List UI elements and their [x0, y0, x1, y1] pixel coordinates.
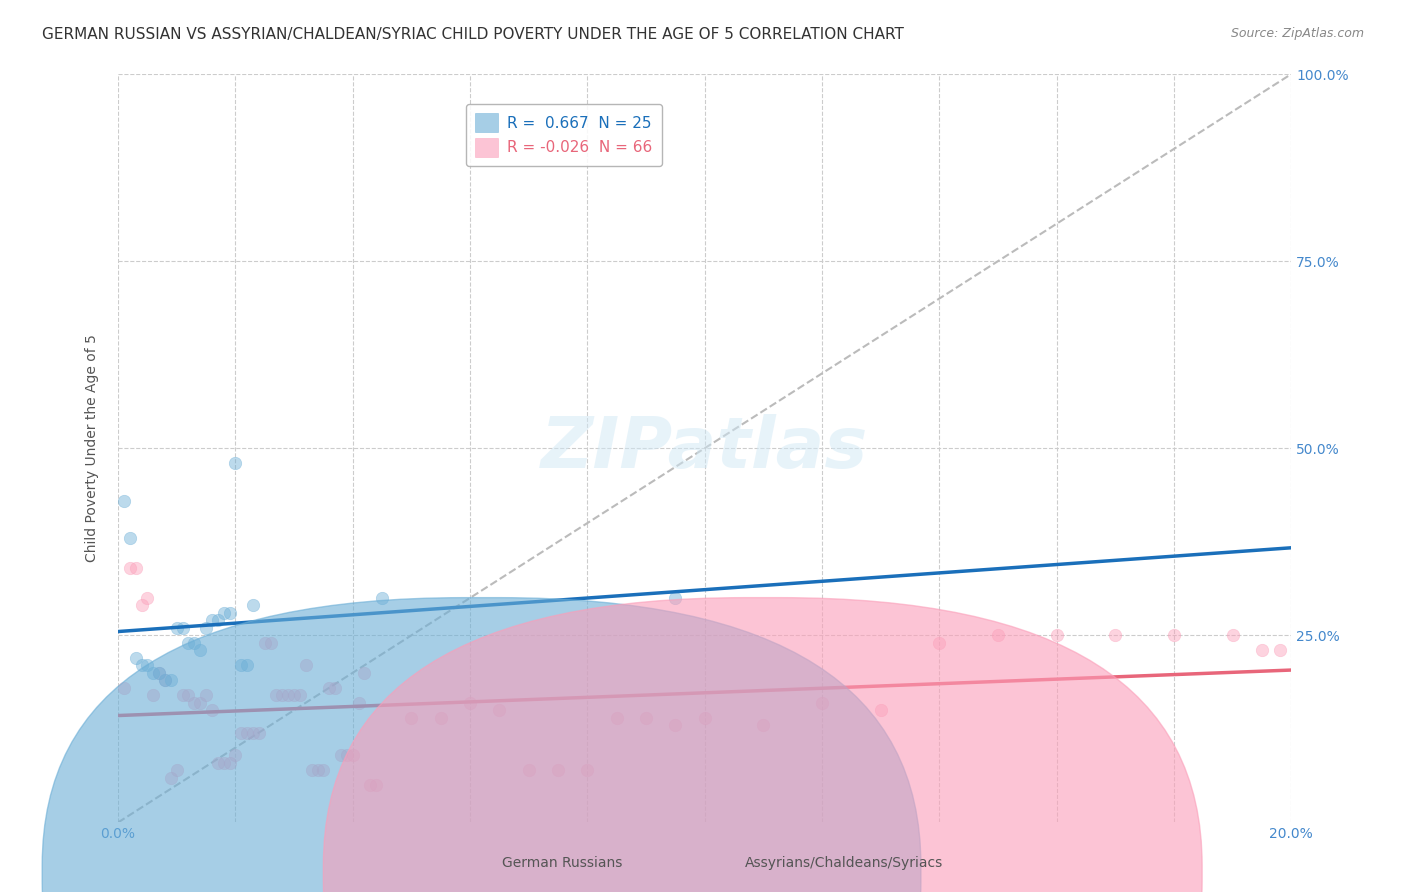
Point	[1046, 628, 1069, 642]
Point	[811, 696, 834, 710]
Point	[142, 688, 165, 702]
Point	[606, 711, 628, 725]
Point	[664, 591, 686, 605]
Point	[188, 696, 211, 710]
Point	[869, 703, 891, 717]
Point	[307, 763, 329, 777]
Point	[330, 748, 353, 763]
Point	[366, 778, 388, 792]
Point	[131, 658, 153, 673]
Point	[1104, 628, 1126, 642]
Point	[401, 711, 423, 725]
Point	[124, 650, 146, 665]
Point	[124, 561, 146, 575]
Point	[259, 636, 281, 650]
Point	[517, 763, 540, 777]
Point	[112, 493, 135, 508]
Point	[318, 681, 340, 695]
Point	[118, 531, 141, 545]
Point	[347, 696, 370, 710]
Legend: R =  0.667  N = 25, R = -0.026  N = 66: R = 0.667 N = 25, R = -0.026 N = 66	[465, 104, 662, 166]
Point	[118, 561, 141, 575]
Point	[224, 748, 246, 763]
Point	[283, 688, 305, 702]
Point	[172, 688, 194, 702]
Point	[177, 636, 200, 650]
Point	[236, 725, 259, 739]
Point	[224, 456, 246, 470]
Point	[928, 636, 950, 650]
Point	[188, 643, 211, 657]
Point	[112, 681, 135, 695]
Point	[195, 688, 218, 702]
Point	[166, 621, 188, 635]
Point	[183, 696, 205, 710]
Point	[301, 763, 323, 777]
Point	[336, 748, 359, 763]
Point	[353, 665, 375, 680]
Text: German Russians: German Russians	[502, 855, 623, 870]
Point	[634, 711, 657, 725]
Point	[131, 599, 153, 613]
Point	[547, 763, 569, 777]
Point	[201, 613, 224, 627]
Text: Assyrians/Chaldeans/Syriacs: Assyrians/Chaldeans/Syriacs	[744, 855, 943, 870]
Point	[231, 658, 253, 673]
Point	[136, 658, 159, 673]
Point	[247, 725, 270, 739]
Point	[207, 756, 229, 770]
Point	[177, 688, 200, 702]
Point	[288, 688, 311, 702]
Point	[693, 711, 716, 725]
Point	[160, 673, 183, 688]
Point	[1163, 628, 1185, 642]
Point	[277, 688, 299, 702]
Point	[218, 756, 240, 770]
Point	[231, 725, 253, 739]
Point	[201, 703, 224, 717]
Text: GERMAN RUSSIAN VS ASSYRIAN/CHALDEAN/SYRIAC CHILD POVERTY UNDER THE AGE OF 5 CORR: GERMAN RUSSIAN VS ASSYRIAN/CHALDEAN/SYRI…	[42, 27, 904, 42]
Point	[242, 725, 264, 739]
Point	[160, 771, 183, 785]
Point	[195, 621, 218, 635]
Point	[236, 658, 259, 673]
Point	[212, 756, 235, 770]
Point	[371, 591, 394, 605]
Point	[153, 673, 176, 688]
Point	[458, 696, 481, 710]
Point	[172, 621, 194, 635]
Point	[166, 763, 188, 777]
Y-axis label: Child Poverty Under the Age of 5: Child Poverty Under the Age of 5	[86, 334, 100, 562]
Point	[253, 636, 276, 650]
Point	[183, 636, 205, 650]
Point	[242, 599, 264, 613]
Point	[136, 591, 159, 605]
Point	[207, 613, 229, 627]
Point	[218, 606, 240, 620]
Point	[987, 628, 1010, 642]
Point	[153, 673, 176, 688]
Point	[312, 763, 335, 777]
Point	[323, 681, 346, 695]
Point	[1268, 643, 1291, 657]
Text: Source: ZipAtlas.com: Source: ZipAtlas.com	[1230, 27, 1364, 40]
Point	[1251, 643, 1274, 657]
Point	[294, 658, 316, 673]
Point	[359, 778, 381, 792]
Point	[752, 718, 775, 732]
Point	[576, 763, 599, 777]
Point	[212, 606, 235, 620]
Point	[1222, 628, 1244, 642]
Point	[148, 665, 170, 680]
Point	[429, 711, 451, 725]
Text: ZIPatlas: ZIPatlas	[541, 414, 869, 483]
Point	[664, 718, 686, 732]
Point	[271, 688, 294, 702]
Point	[148, 665, 170, 680]
Point	[266, 688, 288, 702]
Point	[142, 665, 165, 680]
Point	[342, 748, 364, 763]
Point	[488, 703, 510, 717]
